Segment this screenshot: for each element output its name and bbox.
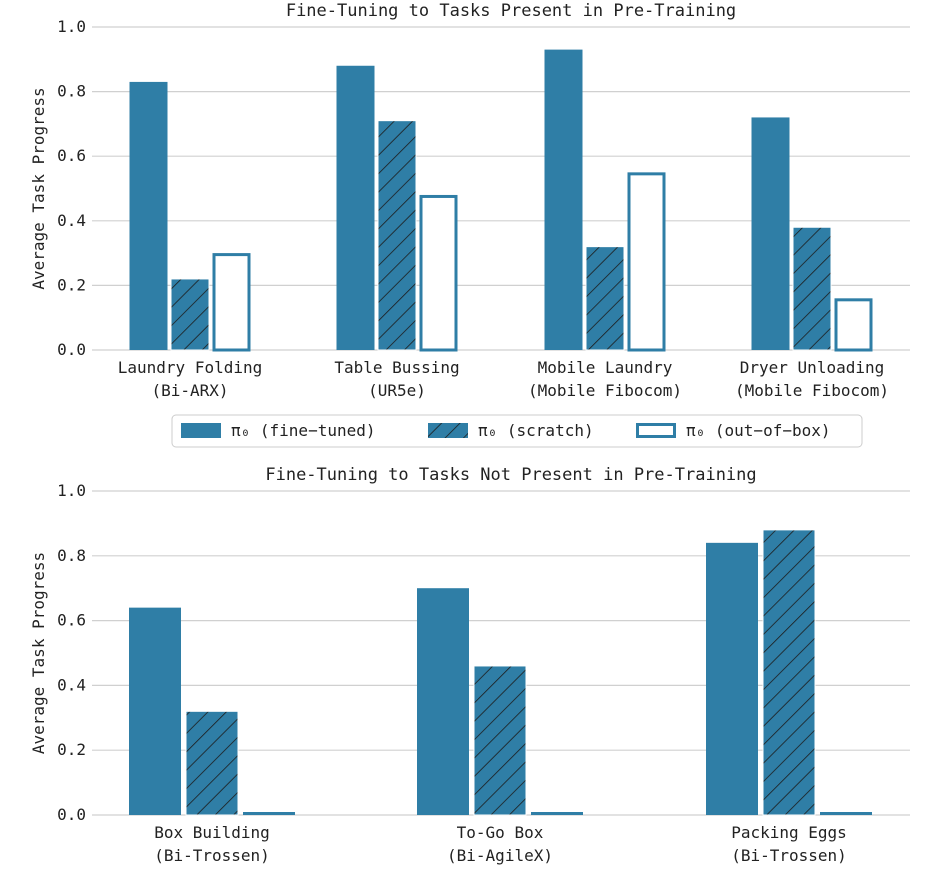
y-tick-label: 0.6 — [57, 611, 86, 630]
y-tick-label: 0.4 — [57, 211, 86, 230]
x-category-sublabel: (Bi-AgileX) — [447, 846, 553, 865]
bar-solid — [243, 812, 295, 815]
bar-solid — [129, 81, 168, 350]
chart-top: Fine-Tuning to Tasks Present in Pre-Trai… — [29, 1, 910, 400]
x-category-sublabel: (Bi-Trossen) — [731, 846, 847, 865]
bar-solid — [820, 812, 872, 815]
bar-hatched — [762, 529, 816, 816]
y-axis-label: Average Task Progress — [29, 87, 48, 289]
bar-outline — [212, 253, 251, 352]
x-category-label: Dryer Unloading — [740, 358, 885, 377]
legend-frame — [171, 414, 863, 448]
bar-solid — [531, 812, 583, 815]
chart-title: Fine-Tuning to Tasks Present in Pre-Trai… — [286, 1, 736, 21]
bar-hatched — [473, 665, 527, 816]
x-category-label: To-Go Box — [457, 823, 544, 842]
legend-swatch-outline — [636, 423, 676, 438]
bar-hatched — [792, 226, 832, 351]
bar-solid — [417, 588, 469, 815]
bar-outline — [419, 194, 458, 352]
bar-solid — [544, 49, 583, 351]
y-tick-label: 0.2 — [57, 740, 86, 759]
chart-title: Fine-Tuning to Tasks Not Present in Pre-… — [265, 465, 756, 485]
y-tick-label: 0.6 — [57, 146, 86, 165]
legend-swatch-hatched — [428, 423, 468, 438]
y-tick-label: 1.0 — [57, 481, 86, 500]
x-category-label: Laundry Folding — [118, 358, 263, 377]
y-tick-label: 0.0 — [57, 340, 86, 359]
x-category-label: Box Building — [154, 823, 270, 842]
x-category-sublabel: (Bi-Trossen) — [154, 846, 270, 865]
y-axis-label: Average Task Progress — [29, 552, 48, 754]
legend: π₀ (fine−tuned) π₀ (scratch) π₀ (out−of−bo… — [171, 414, 863, 448]
y-tick-label: 0.2 — [57, 275, 86, 294]
bar-outline — [834, 298, 873, 352]
x-category-sublabel: (Bi-ARX) — [151, 381, 228, 400]
legend-label: π₀ (scratch) — [478, 421, 594, 440]
bar-hatched — [185, 710, 239, 816]
y-tick-label: 1.0 — [57, 17, 86, 36]
x-category-label: Mobile Laundry — [538, 358, 673, 377]
chart-bottom: Fine-Tuning to Tasks Not Present in Pre-… — [29, 465, 910, 865]
x-category-label: Table Bussing — [334, 358, 459, 377]
x-category-sublabel: (Mobile Fibocom) — [735, 381, 889, 400]
bar-hatched — [585, 246, 625, 351]
x-category-label: Packing Eggs — [731, 823, 847, 842]
y-tick-label: 0.8 — [57, 82, 86, 101]
bar-hatched — [377, 120, 417, 351]
legend-swatch-solid — [181, 423, 221, 438]
bar-solid — [751, 117, 790, 350]
bar-solid — [129, 607, 181, 815]
bar-solid — [336, 65, 375, 350]
y-tick-label: 0.8 — [57, 546, 86, 565]
y-tick-label: 0.0 — [57, 805, 86, 824]
bar-outline — [627, 172, 666, 352]
legend-label: π₀ (out−of−box) — [686, 421, 831, 440]
x-category-sublabel: (UR5e) — [368, 381, 426, 400]
bar-solid — [706, 542, 758, 815]
x-category-sublabel: (Mobile Fibocom) — [528, 381, 682, 400]
bar-hatched — [170, 278, 210, 351]
legend-label: π₀ (fine−tuned) — [231, 421, 376, 440]
y-tick-label: 0.4 — [57, 675, 86, 694]
